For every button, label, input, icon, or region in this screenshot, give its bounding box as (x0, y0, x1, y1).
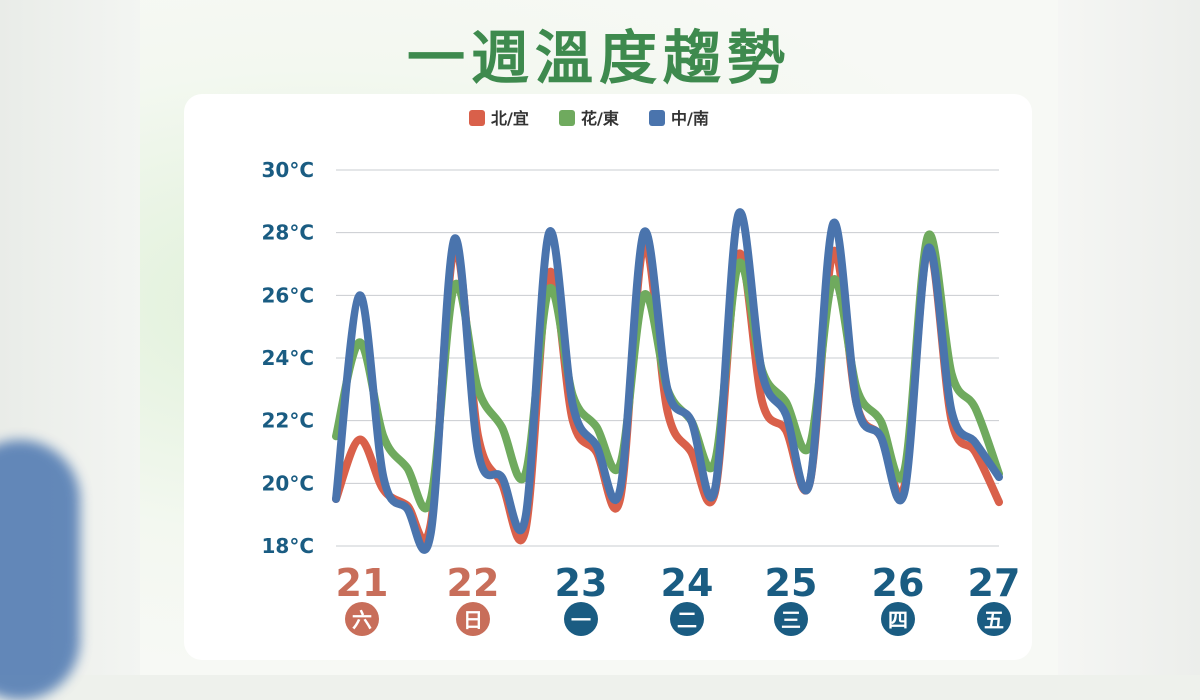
legend-label: 花/東 (581, 109, 619, 128)
decorative-blob (0, 440, 80, 700)
legend-label: 北/宜 (491, 109, 529, 128)
weekday-label: 六 (352, 608, 372, 632)
weekday-badge (456, 602, 490, 636)
y-tick-label: 30°C (261, 158, 314, 182)
y-tick-label: 20°C (261, 471, 314, 495)
chart-card: 18°C 20°C 22°C 24°C 26°C 28°C 30°C 北/宜 花/東 中/南 21 六… (184, 94, 1032, 660)
y-tick-label: 28°C (261, 221, 314, 245)
series-line (332, 208, 1003, 554)
temperature-line-chart: 18°C 20°C 22°C 24°C 26°C 28°C 30°C 北/宜 花/東 中/南 21 六… (261, 109, 1021, 636)
y-tick-label: 24°C (261, 346, 314, 370)
weekday-badge (670, 602, 704, 636)
weekday-badge (564, 602, 598, 636)
y-tick-label: 26°C (261, 283, 314, 307)
weekday-badge (977, 602, 1011, 636)
day-date-label: 22 (447, 561, 500, 605)
weekday-badge (774, 602, 808, 636)
legend-label: 中/南 (671, 109, 709, 128)
day-date-label: 24 (661, 561, 714, 605)
day-date-label: 25 (765, 561, 818, 605)
forecast-poster: 一週溫度趨勢 18°C 20°C 22°C 24°C 26°C 28°C 30°C 北/宜 花/… (140, 0, 1058, 675)
legend-swatch (469, 110, 485, 126)
y-tick-label: 22°C (261, 409, 314, 433)
legend-swatch (559, 110, 575, 126)
day-date-label: 23 (555, 561, 608, 605)
day-date-label: 27 (968, 561, 1021, 605)
weekday-label: 四 (888, 608, 908, 632)
weekday-label: 二 (677, 608, 697, 632)
right-background-strip (1058, 0, 1200, 675)
weekday-label: 三 (781, 608, 801, 632)
weekday-label: 一 (571, 608, 591, 632)
weekday-label: 日 (463, 608, 483, 632)
weekday-badge (881, 602, 915, 636)
weekday-label: 五 (984, 608, 1004, 632)
y-tick-label: 18°C (261, 534, 314, 558)
day-date-label: 21 (336, 561, 389, 605)
weekday-badge (345, 602, 379, 636)
page-title: 一週溫度趨勢 (406, 24, 791, 92)
day-date-label: 26 (872, 561, 925, 605)
left-background-strip (0, 0, 140, 700)
legend-swatch (649, 110, 665, 126)
